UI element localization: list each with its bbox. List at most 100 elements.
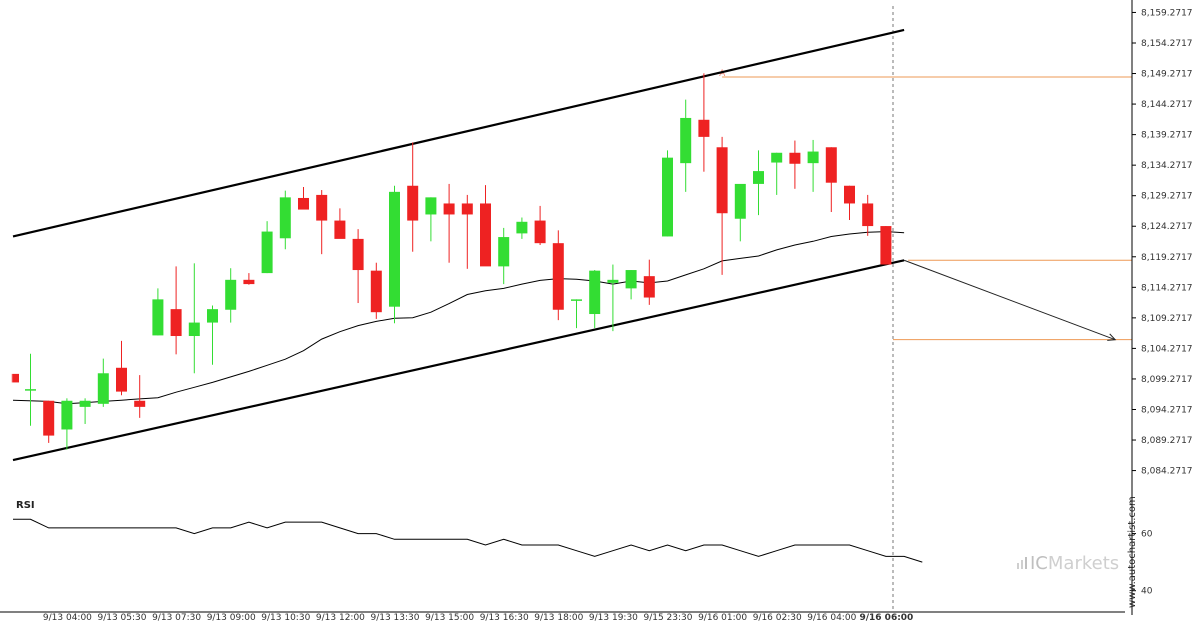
candle[interactable] bbox=[571, 299, 582, 329]
candle[interactable] bbox=[188, 263, 200, 374]
candle-body bbox=[298, 197, 309, 210]
rsi-tick-label: 40 bbox=[1141, 587, 1153, 597]
price-tick-label: 8,139.2717 bbox=[1141, 131, 1193, 141]
candle[interactable] bbox=[43, 400, 55, 443]
channel-lower-line bbox=[12, 259, 905, 462]
candle[interactable] bbox=[589, 270, 601, 329]
candles[interactable] bbox=[11, 73, 892, 450]
candle[interactable] bbox=[316, 190, 328, 255]
candle[interactable] bbox=[134, 375, 146, 418]
candle[interactable] bbox=[334, 208, 346, 239]
candle[interactable] bbox=[443, 183, 455, 263]
candle-body bbox=[844, 185, 855, 204]
candle[interactable] bbox=[607, 264, 619, 332]
candle-body bbox=[716, 147, 728, 214]
time-tick-label: 9/13 07:30 bbox=[152, 613, 201, 623]
candle[interactable] bbox=[880, 226, 892, 265]
rsi-line bbox=[13, 518, 923, 563]
candle[interactable] bbox=[279, 190, 291, 250]
candle-body bbox=[279, 197, 291, 239]
icmarkets-logo: ICMarkets bbox=[1017, 553, 1119, 574]
channel-upper-line bbox=[12, 28, 905, 238]
candle-body bbox=[79, 400, 91, 407]
candle[interactable] bbox=[807, 139, 819, 192]
candle-body bbox=[498, 237, 510, 267]
candle[interactable] bbox=[225, 268, 237, 323]
candle[interactable] bbox=[389, 185, 400, 324]
candle-body bbox=[734, 183, 746, 219]
candle[interactable] bbox=[61, 398, 73, 450]
candle[interactable] bbox=[844, 185, 855, 220]
candle-body bbox=[516, 221, 528, 234]
candle[interactable] bbox=[170, 266, 182, 355]
candle[interactable] bbox=[734, 183, 746, 242]
candle[interactable] bbox=[261, 221, 273, 274]
rsi-label: RSI bbox=[16, 500, 35, 511]
candle-body bbox=[207, 309, 218, 323]
candle-body bbox=[152, 299, 164, 336]
price-tick-label: 8,149.2717 bbox=[1141, 70, 1193, 80]
candle-body bbox=[862, 203, 874, 227]
candle-body bbox=[753, 171, 764, 184]
candle[interactable] bbox=[97, 358, 109, 407]
candle-body bbox=[480, 203, 491, 267]
projection-arrowhead-icon bbox=[1107, 333, 1117, 341]
candle[interactable] bbox=[116, 340, 127, 396]
time-tick-label: 9/13 15:00 bbox=[425, 613, 474, 623]
candle[interactable] bbox=[662, 150, 673, 237]
candle[interactable] bbox=[753, 150, 764, 216]
price-tick-label: 8,144.2717 bbox=[1141, 100, 1193, 110]
rsi-panel: RSI 60 40 bbox=[13, 500, 1153, 597]
candle[interactable] bbox=[243, 273, 255, 285]
candle[interactable] bbox=[298, 186, 309, 210]
candle-body bbox=[643, 276, 655, 298]
candle[interactable] bbox=[625, 270, 637, 300]
price-tick-label: 8,159.2717 bbox=[1141, 8, 1193, 18]
candle-body bbox=[43, 400, 55, 436]
candle-body bbox=[389, 191, 400, 307]
price-tick-label: 8,114.2717 bbox=[1141, 283, 1193, 293]
candle[interactable] bbox=[352, 229, 364, 304]
candle[interactable] bbox=[480, 185, 491, 267]
ma-line bbox=[12, 231, 905, 405]
candle[interactable] bbox=[207, 305, 218, 365]
candle-body bbox=[534, 220, 546, 244]
candle-body bbox=[625, 270, 637, 289]
watermark-text: ICMarkets bbox=[1030, 553, 1119, 574]
candle[interactable] bbox=[25, 353, 36, 426]
candle[interactable] bbox=[552, 230, 564, 321]
candle[interactable] bbox=[862, 194, 874, 236]
price-tick-label: 8,099.2717 bbox=[1141, 375, 1193, 385]
candle[interactable] bbox=[498, 227, 510, 285]
candle[interactable] bbox=[370, 262, 382, 319]
candle[interactable] bbox=[643, 259, 655, 305]
candle[interactable] bbox=[771, 152, 783, 195]
logo-bars-icon bbox=[1017, 557, 1027, 569]
candle-body bbox=[443, 203, 455, 215]
candle[interactable] bbox=[825, 147, 837, 213]
candle[interactable] bbox=[407, 142, 419, 252]
candle[interactable] bbox=[698, 73, 710, 172]
candle-body bbox=[97, 373, 109, 404]
candle-body bbox=[370, 270, 382, 313]
time-tick-label: 9/16 01:00 bbox=[698, 613, 747, 623]
candle[interactable] bbox=[716, 136, 728, 275]
price-tick-label: 8,084.2717 bbox=[1141, 467, 1193, 477]
candle[interactable] bbox=[79, 398, 91, 424]
candle-body bbox=[243, 279, 255, 285]
price-tick-label: 8,109.2717 bbox=[1141, 314, 1193, 324]
candle[interactable] bbox=[680, 99, 692, 192]
rsi-tick-label: 60 bbox=[1141, 530, 1153, 540]
candle-body bbox=[225, 279, 237, 310]
candle[interactable] bbox=[11, 373, 19, 383]
candle[interactable] bbox=[516, 217, 528, 239]
candle[interactable] bbox=[534, 205, 546, 246]
candle[interactable] bbox=[425, 197, 437, 242]
candle[interactable] bbox=[152, 288, 164, 336]
time-tick-label: 9/15 23:30 bbox=[643, 613, 692, 623]
candle-body bbox=[825, 147, 837, 183]
price-levels: A bbox=[719, 69, 1132, 341]
candle[interactable] bbox=[789, 140, 801, 189]
candle[interactable] bbox=[461, 194, 473, 269]
price-axis: 8,159.2717 8,154.2717 8,149.2717 8,144.2717… bbox=[1131, 0, 1193, 615]
